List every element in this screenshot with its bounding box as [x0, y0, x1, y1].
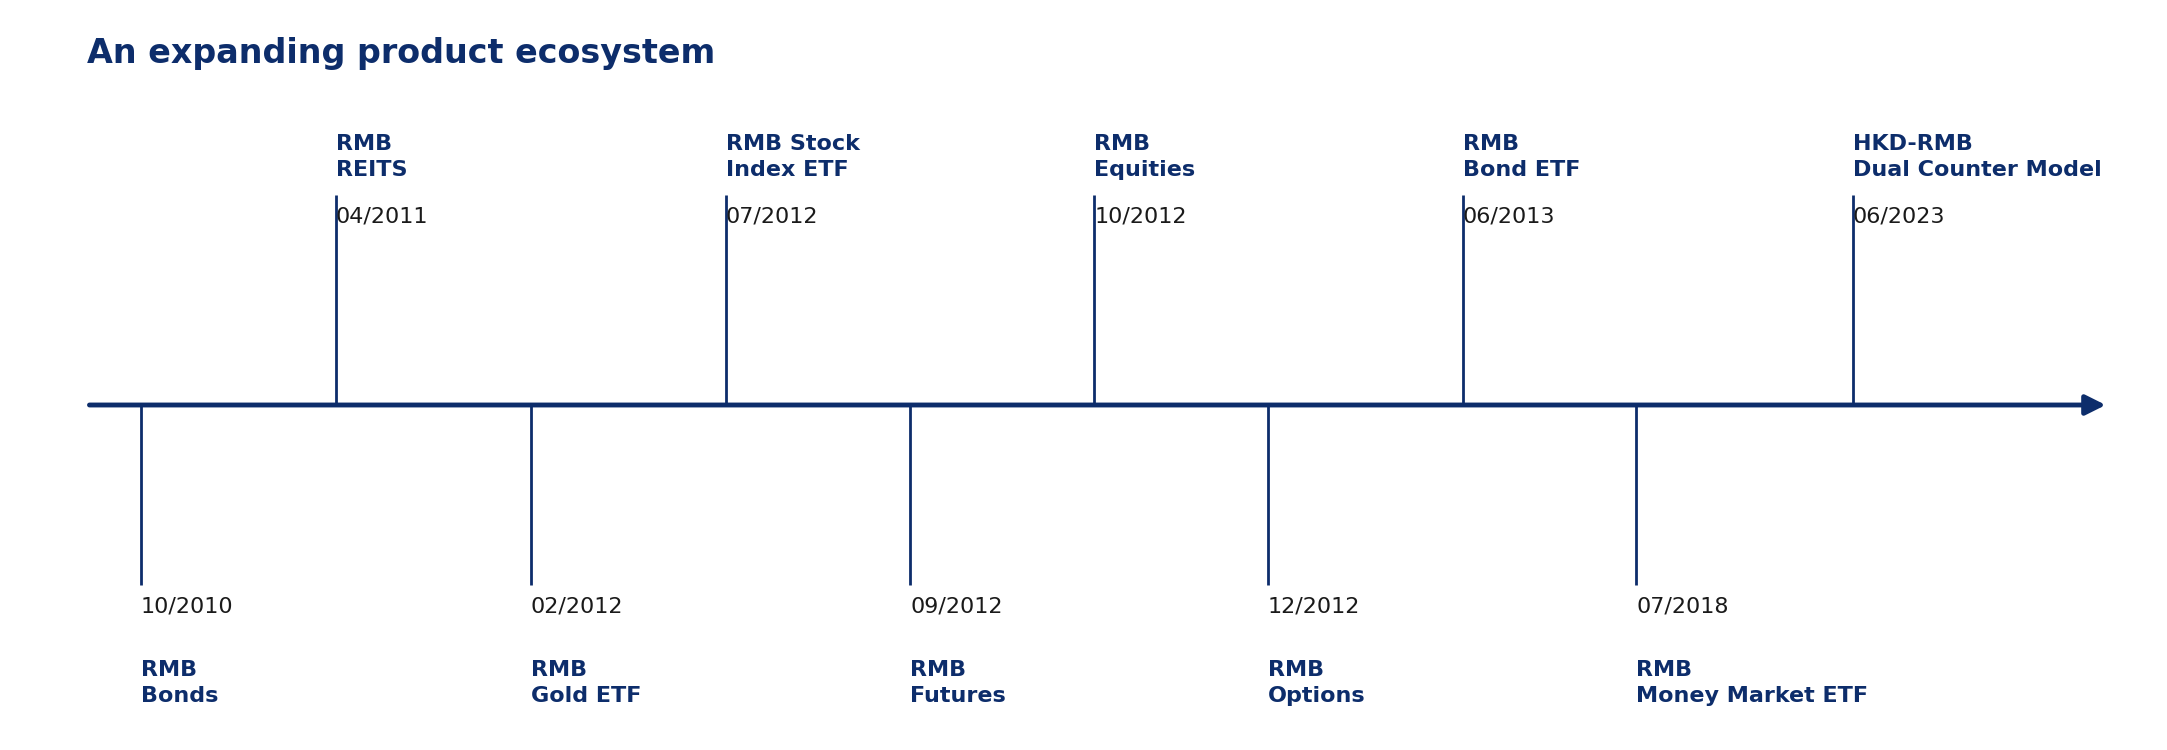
- Text: 02/2012: 02/2012: [531, 596, 624, 616]
- Text: 04/2011: 04/2011: [336, 206, 429, 226]
- Text: 09/2012: 09/2012: [910, 596, 1003, 616]
- Text: HKD-RMB
Dual Counter Model: HKD-RMB Dual Counter Model: [1853, 134, 2102, 180]
- Text: 10/2010: 10/2010: [141, 596, 234, 616]
- Text: RMB
Bonds: RMB Bonds: [141, 660, 219, 706]
- Text: RMB Stock
Index ETF: RMB Stock Index ETF: [726, 134, 860, 180]
- Text: RMB
Bond ETF: RMB Bond ETF: [1463, 134, 1580, 180]
- Text: RMB
Options: RMB Options: [1268, 660, 1365, 706]
- Text: RMB
Equities: RMB Equities: [1094, 134, 1196, 180]
- Text: RMB
Gold ETF: RMB Gold ETF: [531, 660, 641, 706]
- Text: 07/2012: 07/2012: [726, 206, 819, 226]
- Text: 06/2013: 06/2013: [1463, 206, 1556, 226]
- Text: 10/2012: 10/2012: [1094, 206, 1188, 226]
- Text: 12/2012: 12/2012: [1268, 596, 1361, 616]
- Text: RMB
Money Market ETF: RMB Money Market ETF: [1636, 660, 1868, 706]
- Text: RMB
Futures: RMB Futures: [910, 660, 1005, 706]
- Text: RMB
REITS: RMB REITS: [336, 134, 407, 180]
- Text: An expanding product ecosystem: An expanding product ecosystem: [87, 38, 715, 70]
- Text: 07/2018: 07/2018: [1636, 596, 1729, 616]
- Text: 06/2023: 06/2023: [1853, 206, 1946, 226]
